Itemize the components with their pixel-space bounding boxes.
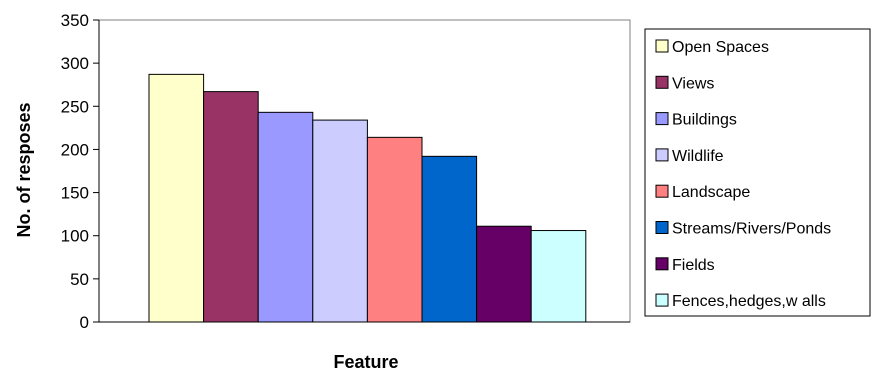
- legend-label: Wildlife: [672, 148, 724, 165]
- bar-views: [203, 91, 259, 323]
- legend-swatch: [655, 39, 669, 53]
- y-axis: 0 50 100 150 200 250 300 350: [61, 11, 630, 332]
- bar-fields: [476, 225, 532, 323]
- legend-label: Views: [672, 75, 714, 92]
- bar-open-spaces: [148, 73, 205, 323]
- legend: Open Spaces Views Buildings Wildlife Landsca…: [644, 28, 871, 317]
- bar-wildlife: [312, 119, 368, 323]
- y-tick-label: 250: [61, 97, 89, 116]
- legend-swatch: [655, 257, 669, 271]
- bar-landscape: [366, 136, 423, 323]
- bar-fences-hedges-w-alls: [530, 230, 587, 323]
- legend-swatch: [655, 221, 669, 234]
- y-tick-label: 150: [61, 184, 89, 203]
- bar-streams-rivers-ponds: [421, 155, 478, 323]
- y-tick-label: 100: [61, 227, 89, 246]
- legend-label: Fences,hedges,w alls: [672, 293, 826, 310]
- legend-label: Buildings: [672, 112, 737, 129]
- y-axis-title: No. of resposes: [14, 102, 34, 237]
- legend-swatch: [655, 148, 669, 162]
- y-tick-label: 300: [61, 54, 89, 73]
- legend-swatch: [655, 293, 669, 307]
- legend-label: Streams/Rivers/Ponds: [672, 221, 831, 238]
- y-tick-label: 50: [70, 270, 89, 289]
- legend-swatch: [655, 112, 669, 126]
- legend-swatch: [655, 75, 669, 89]
- legend-label: Open Spaces: [672, 39, 769, 56]
- x-axis-title: Feature: [333, 352, 398, 372]
- bar-buildings: [257, 111, 314, 323]
- plot-area: [98, 19, 631, 323]
- y-tick-label: 200: [61, 140, 89, 159]
- legend-swatch: [655, 184, 669, 198]
- y-tick-label: 350: [61, 11, 89, 30]
- y-tick-label: 0: [80, 313, 89, 332]
- legend-label: Landscape: [672, 184, 750, 201]
- legend-box: [644, 28, 871, 317]
- legend-label: Fields: [672, 257, 715, 274]
